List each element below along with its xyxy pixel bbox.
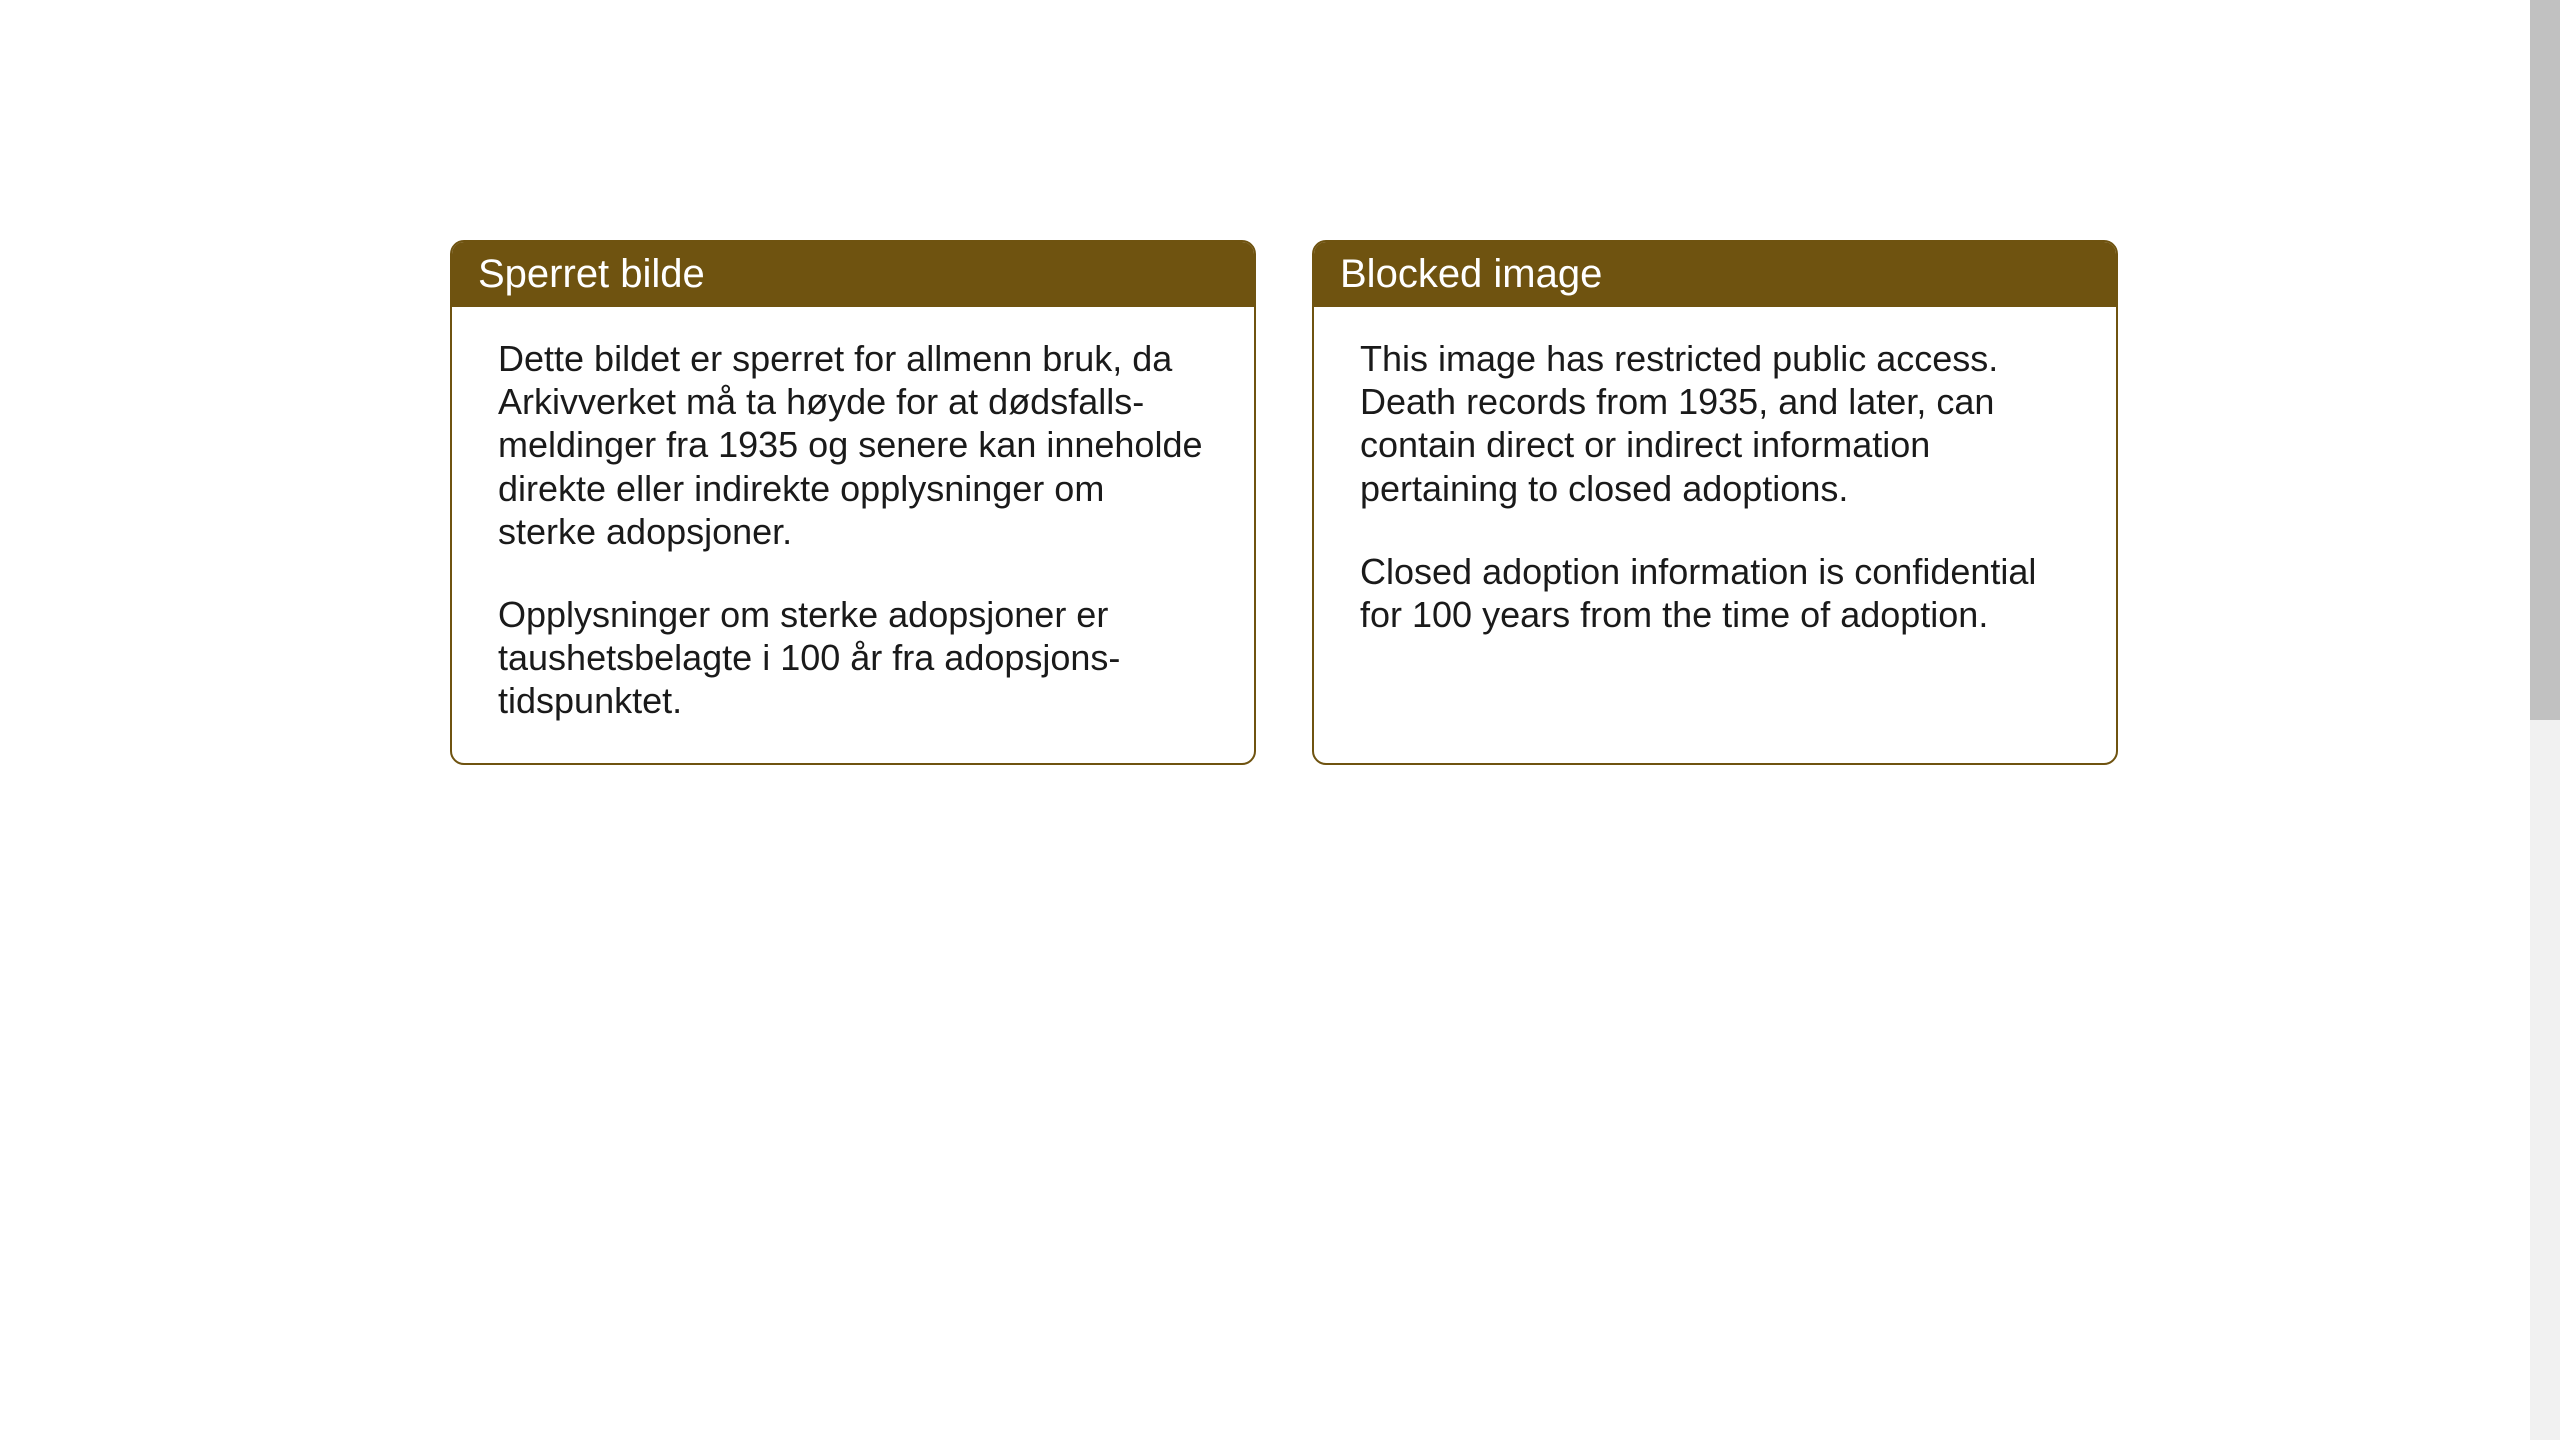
card-header-english: Blocked image: [1314, 242, 2116, 307]
card-title-english: Blocked image: [1340, 252, 1602, 296]
card-paragraph-2-norwegian: Opplysninger om sterke adopsjoner er tau…: [498, 593, 1208, 723]
scrollbar-track[interactable]: [2530, 0, 2560, 1440]
card-paragraph-2-english: Closed adoption information is confident…: [1360, 550, 2070, 636]
card-header-norwegian: Sperret bilde: [452, 242, 1254, 307]
notice-card-norwegian: Sperret bilde Dette bildet er sperret fo…: [450, 240, 1256, 765]
notice-container: Sperret bilde Dette bildet er sperret fo…: [450, 240, 2118, 765]
card-paragraph-1-norwegian: Dette bildet er sperret for allmenn bruk…: [498, 337, 1208, 553]
card-body-english: This image has restricted public access.…: [1314, 307, 2116, 676]
card-paragraph-1-english: This image has restricted public access.…: [1360, 337, 2070, 510]
card-body-norwegian: Dette bildet er sperret for allmenn bruk…: [452, 307, 1254, 763]
notice-card-english: Blocked image This image has restricted …: [1312, 240, 2118, 765]
scrollbar-thumb[interactable]: [2530, 0, 2560, 720]
card-title-norwegian: Sperret bilde: [478, 252, 705, 296]
